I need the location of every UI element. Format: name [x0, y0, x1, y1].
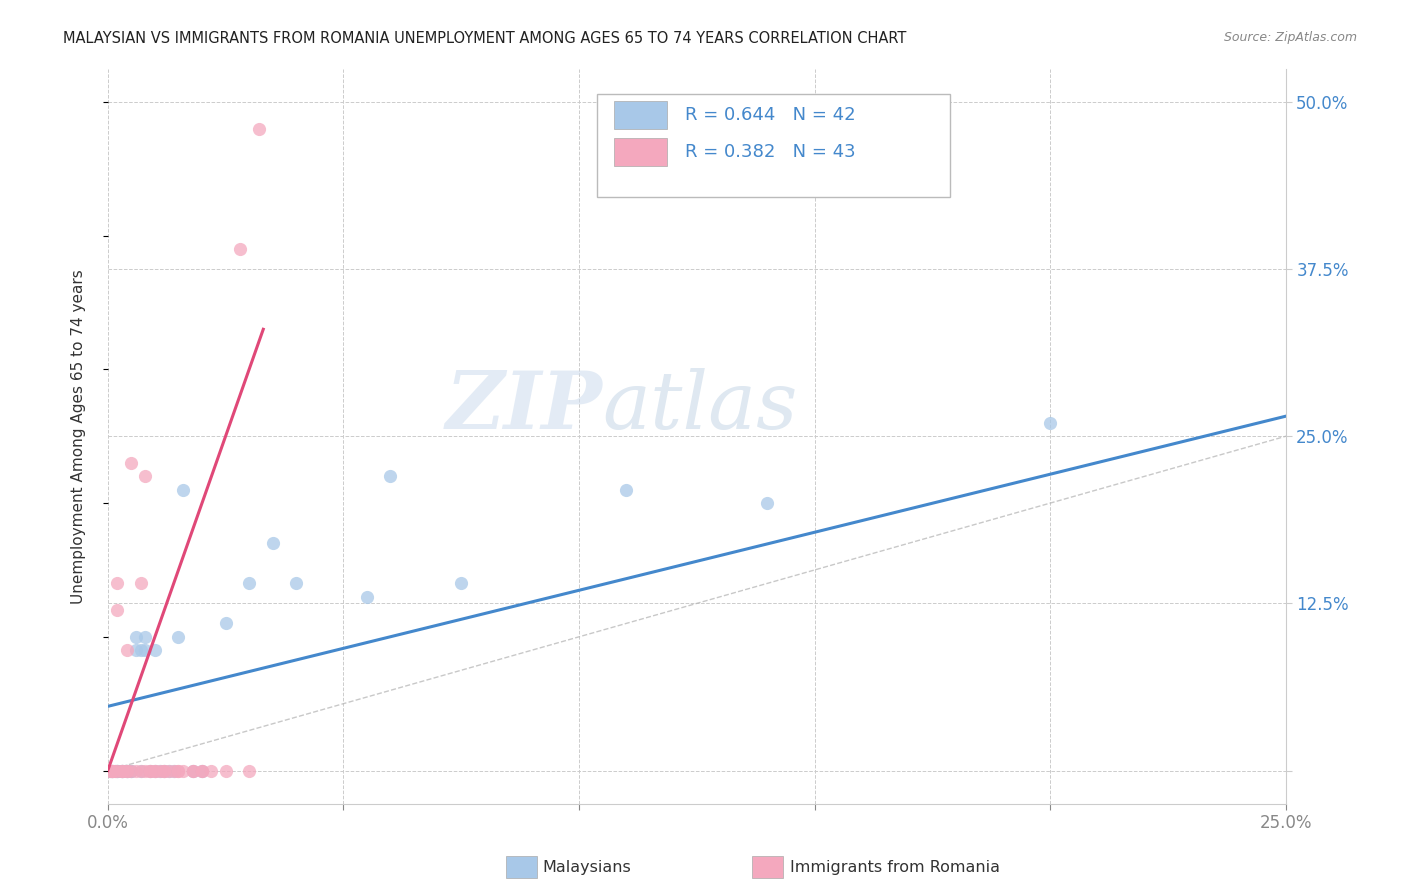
Point: [129, 764, 152, 778]
Point: [115, 764, 138, 778]
Point: [200, 764, 222, 778]
Point: [380, 469, 402, 483]
Point: [101, 764, 124, 778]
Point: [262, 536, 284, 550]
Point: [105, 764, 128, 778]
Point: [129, 576, 152, 591]
Point: [105, 764, 128, 778]
Point: [120, 456, 142, 470]
Point: [104, 764, 127, 778]
Point: [134, 469, 156, 483]
FancyBboxPatch shape: [596, 95, 950, 197]
Point: [181, 764, 204, 778]
Text: Malaysians: Malaysians: [543, 860, 631, 874]
Point: [115, 764, 138, 778]
Point: [153, 764, 176, 778]
Point: [172, 764, 194, 778]
Point: [125, 643, 148, 657]
Point: [450, 576, 472, 591]
Point: [98, 764, 121, 778]
Point: [139, 764, 162, 778]
Point: [157, 764, 180, 778]
Text: Immigrants from Romania: Immigrants from Romania: [790, 860, 1000, 874]
Text: R = 0.382   N = 43: R = 0.382 N = 43: [685, 143, 856, 161]
Text: ZIP: ZIP: [446, 368, 603, 446]
Point: [143, 764, 166, 778]
Point: [143, 764, 166, 778]
Point: [98, 764, 121, 778]
Point: [111, 764, 134, 778]
Point: [101, 764, 124, 778]
Point: [163, 764, 186, 778]
Point: [115, 764, 138, 778]
Point: [120, 764, 142, 778]
Point: [172, 483, 194, 497]
Point: [111, 764, 134, 778]
Point: [285, 576, 308, 591]
Point: [356, 590, 378, 604]
Point: [105, 576, 128, 591]
Point: [134, 643, 156, 657]
Point: [111, 764, 134, 778]
Point: [191, 764, 214, 778]
Text: atlas: atlas: [603, 368, 799, 446]
Point: [167, 764, 190, 778]
Text: MALAYSIAN VS IMMIGRANTS FROM ROMANIA UNEMPLOYMENT AMONG AGES 65 TO 74 YEARS CORR: MALAYSIAN VS IMMIGRANTS FROM ROMANIA UNE…: [63, 31, 907, 46]
Bar: [614, 101, 668, 128]
Text: R = 0.644   N = 42: R = 0.644 N = 42: [685, 106, 856, 124]
Point: [157, 764, 180, 778]
Point: [111, 764, 134, 778]
Point: [214, 764, 236, 778]
Point: [101, 764, 124, 778]
Point: [120, 764, 142, 778]
Point: [163, 764, 186, 778]
Point: [167, 764, 190, 778]
Point: [191, 764, 214, 778]
Point: [614, 483, 637, 497]
Point: [143, 764, 166, 778]
Point: [149, 764, 172, 778]
Point: [153, 764, 176, 778]
Point: [125, 630, 148, 644]
Point: [191, 764, 214, 778]
Point: [105, 603, 128, 617]
Point: [153, 764, 176, 778]
Point: [139, 764, 162, 778]
Point: [228, 242, 250, 256]
Point: [134, 764, 156, 778]
Point: [238, 764, 260, 778]
Point: [129, 643, 152, 657]
Point: [756, 496, 779, 510]
Text: Source: ZipAtlas.com: Source: ZipAtlas.com: [1223, 31, 1357, 45]
Point: [181, 764, 204, 778]
Point: [101, 764, 124, 778]
Point: [139, 764, 162, 778]
Bar: [614, 137, 668, 166]
Point: [105, 764, 128, 778]
Point: [115, 764, 138, 778]
Point: [238, 576, 260, 591]
Point: [214, 616, 236, 631]
Point: [104, 764, 127, 778]
Point: [120, 764, 142, 778]
Point: [143, 643, 166, 657]
Point: [111, 764, 134, 778]
Point: [101, 764, 124, 778]
Point: [111, 764, 134, 778]
Point: [149, 764, 172, 778]
Point: [134, 630, 156, 644]
Point: [129, 764, 152, 778]
Point: [115, 764, 138, 778]
Point: [125, 764, 148, 778]
Point: [115, 643, 138, 657]
Point: [247, 121, 270, 136]
Point: [101, 764, 124, 778]
Point: [1039, 416, 1062, 430]
Point: [181, 764, 204, 778]
Y-axis label: Unemployment Among Ages 65 to 74 years: Unemployment Among Ages 65 to 74 years: [72, 268, 86, 604]
Point: [105, 764, 128, 778]
Point: [167, 630, 190, 644]
